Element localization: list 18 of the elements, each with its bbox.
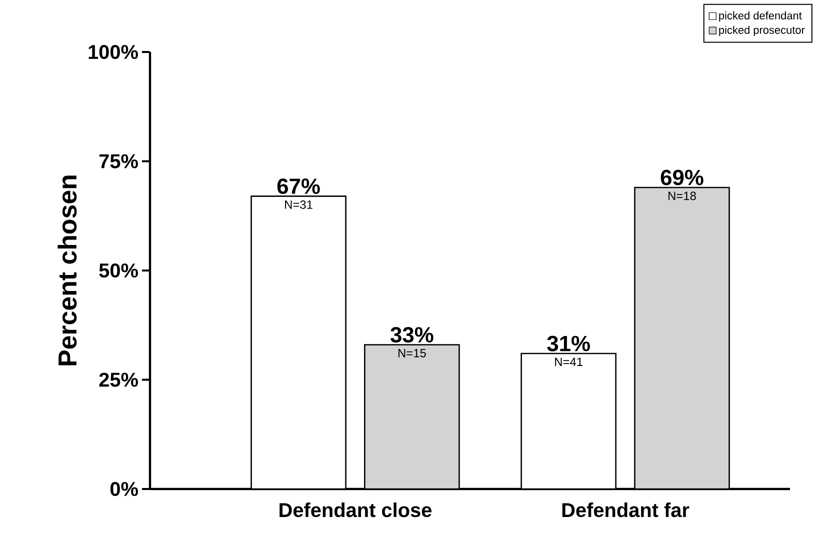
annotation: N=15 (398, 348, 426, 358)
data-label: 67% (277, 178, 320, 194)
data-label: 69% (660, 170, 704, 186)
y-tick-label: 100% (88, 44, 138, 60)
y-axis-title: Percent chosen (58, 176, 77, 366)
data-label: 33% (390, 327, 434, 343)
x-tick-label: Defendant far (562, 502, 690, 518)
annotation: N=31 (285, 200, 312, 209)
y-tick-label: 50% (99, 263, 138, 278)
y-tick-label: 25% (99, 372, 138, 387)
y-tick-label: 75% (99, 154, 138, 168)
annotation: N=18 (668, 192, 696, 200)
legend-label: picked prosecutor (719, 26, 805, 36)
annotation: N=41 (555, 358, 582, 366)
x-tick-label: Defendant close (280, 502, 432, 518)
data-label: 31% (547, 336, 590, 352)
y-tick-label: 0% (110, 482, 138, 496)
legend-label: picked defendant (719, 11, 802, 22)
